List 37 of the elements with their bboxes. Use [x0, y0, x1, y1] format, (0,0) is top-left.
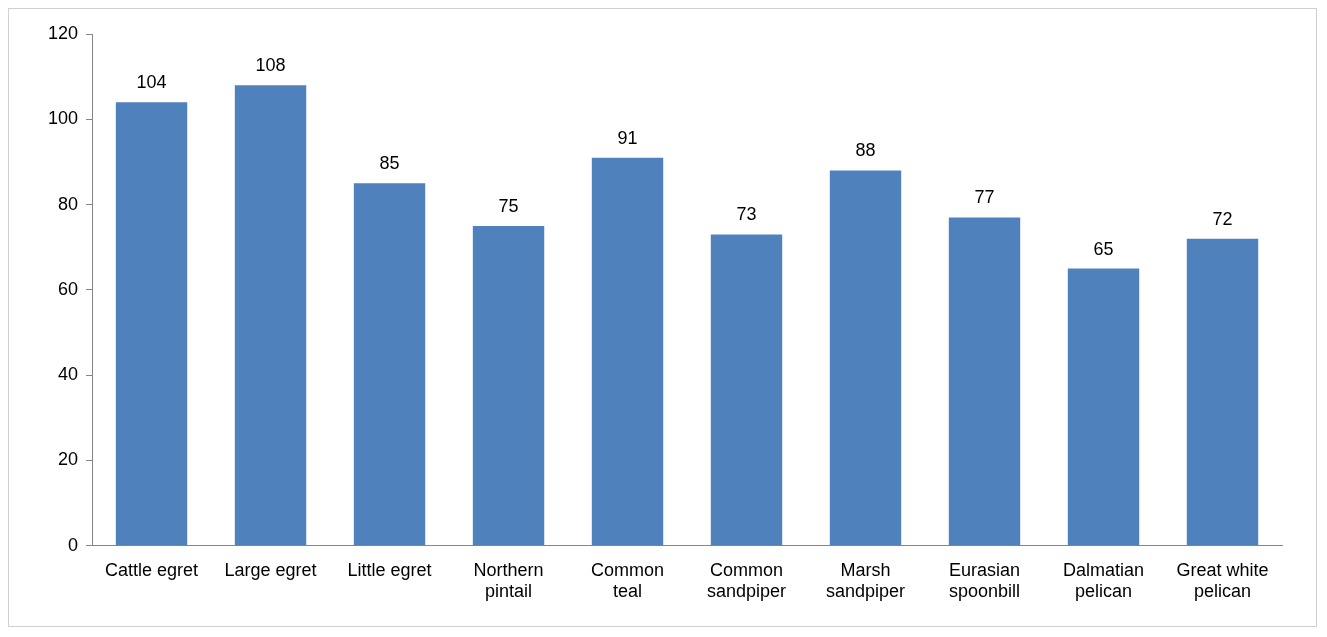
- x-tick-label: Dalmatian pelican: [1062, 559, 1145, 602]
- data-label: 72: [1212, 208, 1233, 229]
- data-label: 108: [255, 55, 286, 76]
- bar: [710, 234, 783, 546]
- data-label: 91: [617, 127, 638, 148]
- bar: [1186, 238, 1259, 546]
- x-tick-label: Cattle egret: [105, 559, 199, 580]
- bar: [234, 85, 307, 546]
- x-tick-label: Common sandpiper: [706, 559, 787, 602]
- y-tick-label: 100: [47, 108, 79, 129]
- bar: [472, 225, 545, 546]
- y-tick-label: 60: [58, 278, 79, 299]
- y-tick-label: 120: [47, 22, 79, 43]
- x-tick-label: Great white pelican: [1176, 559, 1269, 602]
- data-label: 77: [974, 187, 995, 208]
- x-tick-label: Common teal: [591, 559, 665, 602]
- data-label: 85: [379, 153, 400, 174]
- data-label: 65: [1093, 238, 1114, 259]
- y-tick-label: 20: [58, 449, 79, 470]
- x-tick-label: Northern pintail: [473, 559, 544, 602]
- bar: [948, 217, 1021, 546]
- x-tick-label: Little egret: [347, 559, 432, 580]
- data-label: 88: [855, 140, 876, 161]
- data-label: 104: [136, 72, 167, 93]
- bar: [353, 183, 426, 546]
- y-tick-label: 40: [58, 364, 79, 385]
- data-label: 75: [498, 195, 519, 216]
- x-tick-label: Large egret: [224, 559, 317, 580]
- x-tick-label: Eurasian spoonbill: [948, 559, 1021, 602]
- data-label: 73: [736, 204, 757, 225]
- x-tick-label: Marsh sandpiper: [825, 559, 906, 602]
- bar: [115, 102, 188, 546]
- bar: [829, 170, 902, 546]
- bar: [1067, 268, 1140, 546]
- bar: [591, 157, 664, 546]
- y-tick-label: 0: [68, 534, 79, 555]
- y-tick-label: 80: [58, 193, 79, 214]
